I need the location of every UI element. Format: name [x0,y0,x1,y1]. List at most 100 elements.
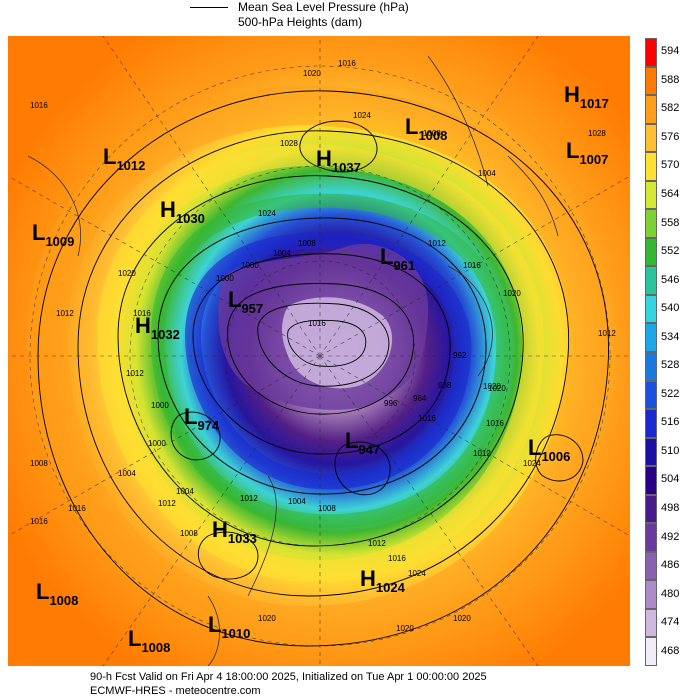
colorbar-label: 576 [661,130,680,143]
green-band [150,193,511,529]
pressure-center: H1017 [564,82,609,111]
colorbar-cell [645,123,657,153]
colorbar-label: 588 [661,73,680,86]
colorbar-label: 504 [661,473,680,486]
contour-label: 1000 [148,439,166,448]
colorbar-cell [645,494,657,524]
colorbar-label: 510 [661,444,680,457]
source-credit: ECMWF-HRES - meteocentre.com [90,685,261,697]
contour-label: 1004 [118,469,136,478]
pressure-center: L1006 [528,435,570,464]
contour-label: 1004 [273,249,291,258]
pressure-center: L1008 [36,579,78,608]
colorbar-cell [645,637,657,666]
colorbar-label: 522 [661,387,680,400]
colorbar-cell [645,294,657,324]
colorbar-cell [645,152,657,181]
colorbar-label: 570 [661,159,680,172]
contour-label: 1016 [133,309,151,318]
colorbar-label: 534 [661,330,680,343]
colorbar-cell [645,523,657,552]
colorbar-cell [645,466,657,495]
contour-label: 1004 [288,497,306,506]
contour-label: 1024 [258,209,276,218]
contour-label: 1000 [216,274,234,283]
contour-label: 1012 [428,239,446,248]
contour-label: 1016 [308,319,326,328]
height-colorbar: 594 588 582 576 570 564 558 552 546 540 534 528 522 5… [645,38,681,666]
pressure-center: H1024 [360,566,406,595]
colorbar-label: 546 [661,273,680,286]
contour-label: 1028 [588,129,606,138]
colorbar-label: 594 [661,45,680,58]
colorbar-cell [645,266,657,295]
contour-label: 984 [413,394,427,403]
colorbar-cell [645,209,657,238]
colorbar-label: 558 [661,216,680,229]
contour-label: 1008 [318,504,336,513]
pressure-center: L1010 [208,612,250,641]
contour-label: 1024 [523,459,541,468]
contour-label: 1004 [478,169,496,178]
yellow-band [96,144,545,583]
blue-band [184,232,472,490]
colorbar-label: 492 [661,530,680,543]
colorbar-cell [645,437,657,467]
contour-label: 1020 [453,614,471,623]
pressure-center: H1033 [212,517,257,546]
map-footer: 90-h Fcst Valid on Fri Apr 4 18:00:00 20… [90,670,487,698]
contour-label: 1020 [118,269,136,278]
pressure-center: H1032 [135,313,180,342]
colorbar-label: 498 [661,502,680,514]
pressure-center: L974 [184,404,220,433]
pressure-center: L1008 [128,626,170,655]
colorbar-cell [645,38,657,67]
colorbar-cell [645,551,657,581]
pressure-center: L1009 [32,220,74,249]
contour-label: 1024 [408,569,426,578]
colorbar-cell [645,580,657,609]
mslp-line-swatch [190,7,228,9]
contour-label: 1024 [353,111,371,120]
pressure-center: L1007 [566,138,608,167]
contour-label: 1004 [176,487,194,496]
colorbar-cell [645,352,657,381]
pressure-center: L1008 [405,114,447,143]
colorbar-cell [645,95,657,124]
colorbar-label: 564 [661,188,680,200]
colorbar-cell [645,380,657,410]
forecast-valid-text: 90-h Fcst Valid on Fri Apr 4 18:00:00 20… [90,671,487,683]
height-legend-label: 500-hPa Heights (dam) [238,15,363,29]
pressure-center: L947 [345,428,380,457]
contour-label: 1020 [483,382,501,391]
pressure-centers: H1017 L1008 L1007 L1012 H1037 H1030 L1009 L961 L… [32,82,609,655]
contour-label: 1016 [463,261,481,270]
lilac-core [282,297,393,389]
colorbar-label: 540 [661,302,680,315]
contour-label: 1012 [240,494,258,503]
contour-label: 996 [384,399,398,408]
isobars [37,90,609,647]
contour-label: 1012 [56,309,74,318]
colorbar-label: 516 [661,416,680,429]
colorbar-cell [645,409,657,438]
mslp-legend-label: Mean Sea Level Pressure (hPa) [238,0,409,14]
contour-label: 1020 [503,289,521,298]
weather-map: 1020101610241028100810041016102010161012… [8,36,630,666]
contour-label: 1008 [30,459,48,468]
mslp-legend-entry: Mean Sea Level Pressure (hPa) [190,0,409,14]
contour-label: 1020 [488,384,506,393]
contour-label: 1016 [338,59,356,68]
colorbar-label: 582 [661,102,680,115]
colorbar-cell [645,180,657,210]
contour-label: 1020 [396,624,414,633]
contour-label: 988 [438,381,452,390]
contour-label: 1016 [30,101,48,110]
contour-label: 1016 [68,504,86,513]
contour-label: 1016 [388,554,406,563]
colorbar-cell [645,323,657,352]
colorbar-cell [645,237,657,267]
contour-labels: 1020101610241028100810041016102010161012… [30,59,616,633]
contour-label: 1016 [418,414,436,423]
colorbar-label: 486 [661,559,680,572]
